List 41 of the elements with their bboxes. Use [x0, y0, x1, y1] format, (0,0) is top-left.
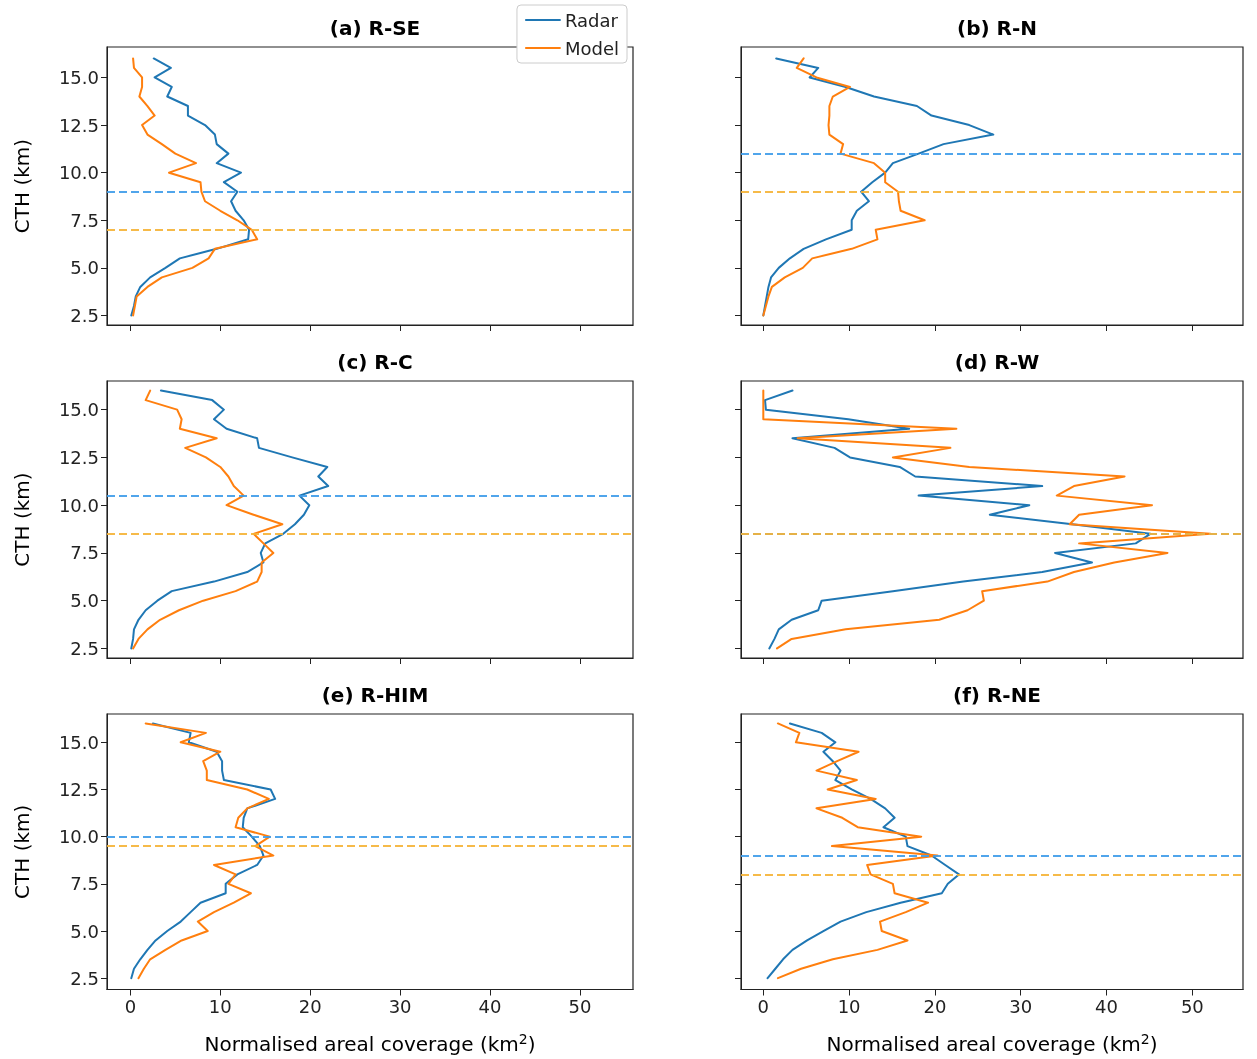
y-tick-label: 10.0	[58, 162, 99, 184]
chart-title: (d) R-W	[954, 350, 1040, 374]
y-tick-label: 15.0	[58, 66, 99, 88]
y-tick-label: 5.0	[70, 920, 99, 942]
y-tick-label: 2.5	[70, 304, 99, 326]
y-tick-label: 12.5	[58, 446, 99, 468]
y-tick-label: 7.5	[70, 542, 99, 564]
x-tick-label: 20	[923, 996, 947, 1017]
x-tick-label: 10	[208, 996, 232, 1017]
x-tick-label: 10	[837, 996, 861, 1017]
legend-label: Radar	[564, 9, 619, 31]
y-tick-label: 10.0	[58, 494, 99, 516]
y-tick-label: 12.5	[58, 778, 99, 800]
x-tick-label: 40	[478, 996, 502, 1017]
chart-title: (e) R-HIM	[321, 683, 429, 707]
chart-title: (f) R-NE	[952, 683, 1042, 707]
x-tick-label: 50	[568, 996, 592, 1017]
y-tick-label: 15.0	[58, 399, 99, 421]
y-tick-label: 10.0	[58, 826, 99, 848]
y-axis-title: CTH (km)	[10, 138, 34, 234]
y-axis-title: CTH (km)	[10, 472, 34, 567]
x-tick-label: 30	[1009, 996, 1033, 1017]
chart-title: (b) R-N	[957, 16, 1037, 40]
x-tick-label: 20	[298, 996, 322, 1017]
legend-label: Model	[564, 37, 619, 59]
chart-title: (c) R-C	[337, 350, 413, 374]
x-tick-label: 0	[757, 996, 770, 1017]
y-tick-label: 7.5	[70, 873, 99, 895]
y-tick-label: 2.5	[70, 967, 99, 989]
y-tick-label: 15.0	[58, 731, 99, 753]
x-tick-label: 50	[1180, 996, 1204, 1017]
y-tick-label: 2.5	[70, 637, 99, 659]
x-tick-label: 30	[388, 996, 412, 1017]
chart-title: (a) R-SE	[329, 16, 421, 40]
y-tick-label: 7.5	[70, 209, 99, 231]
y-axis-title: CTH (km)	[10, 804, 34, 899]
y-tick-label: 5.0	[70, 590, 99, 612]
x-tick-label: 40	[1095, 996, 1119, 1017]
x-tick-label: 0	[124, 996, 137, 1017]
y-tick-label: 12.5	[58, 114, 99, 136]
y-tick-label: 5.0	[70, 257, 99, 279]
